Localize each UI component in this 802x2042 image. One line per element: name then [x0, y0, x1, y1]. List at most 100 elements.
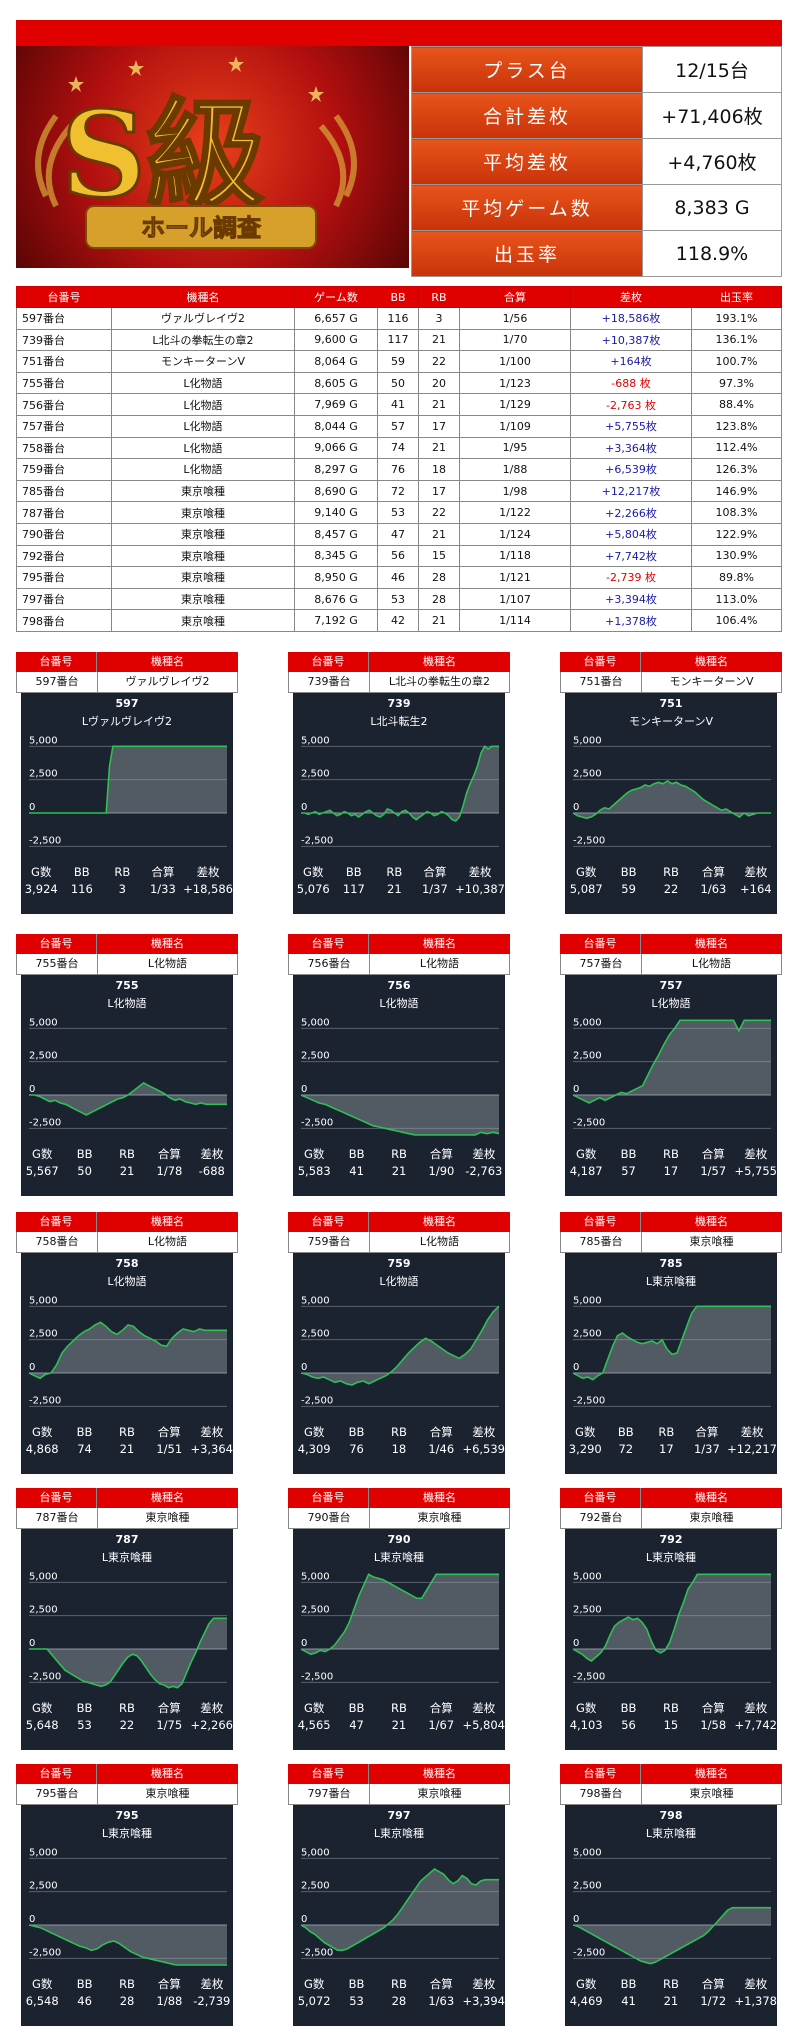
machine-chart-card: 台番号 機種名 755番台 L化物語 755 L化物語 5,000 2,500 0 -2,500 G… [16, 934, 238, 1196]
chart-ytick-label: 5,000 [29, 1017, 58, 1028]
table-row: 739番台 L北斗の拳転生の章2 9,600 G 117 21 1/70 +10,387枚 1… [16, 328, 782, 352]
stat-value: 5,567 [25, 1164, 59, 1178]
stat-label: G数 [575, 1977, 597, 1991]
stat-column: G数 3,290 [565, 1424, 606, 1458]
stat-column: BB 50 [63, 1146, 105, 1180]
stat-value: 1/72 [700, 1994, 727, 2008]
stat-value: 5,583 [297, 1164, 331, 1178]
chart-panel: 792 L東京喰種 5,000 2,500 0 -2,500 G数 4,103 BB 56 RB 15… [565, 1529, 777, 1750]
cell-bb: 76 [377, 458, 419, 481]
cell-payout: 126.3% [691, 458, 782, 481]
card-header-machine: 機種名 [423, 1491, 456, 1504]
cell-games: 8,064 G [294, 350, 378, 373]
cell-combined: 1/123 [459, 371, 571, 395]
cell-bb: 53 [377, 587, 419, 611]
chart-number-title: 785 [659, 1257, 683, 1270]
cell-diff: +18,586枚 [570, 307, 692, 330]
cell-rb: 21 [418, 393, 460, 416]
col-header-games: ゲーム数 [294, 286, 378, 308]
stat-label: G数 [31, 865, 52, 879]
chart-ytick-label: 5,000 [29, 1847, 58, 1858]
chart-area-fill [301, 1095, 499, 1135]
cell-games: 8,297 G [294, 458, 378, 481]
chart-ytick-label: 5,000 [573, 1295, 602, 1306]
stat-label: 合算 [157, 1701, 181, 1715]
table-row: 792番台 東京喰種 8,345 G 56 15 1/118 +7,742枚 130.9% [16, 544, 782, 568]
stat-value: 3 [118, 882, 126, 896]
chart-stats: G数 5,648 BB 53 RB 22 合算 1/75 差枚 +2,266 [21, 1700, 233, 1734]
stat-label: BB [620, 1701, 637, 1715]
cell-payout: 146.9% [691, 479, 782, 503]
card-machine-name: L化物語 [419, 957, 460, 970]
card-header-number: 台番号 [16, 652, 97, 672]
stat-column: 差枚 +10,387 [455, 864, 505, 898]
stat-label: BB [348, 1147, 365, 1161]
cell-number: 757番台 [16, 414, 112, 438]
stat-column: G数 4,187 [565, 1146, 607, 1180]
stat-label: 合算 [429, 1147, 453, 1161]
stat-column: 合算 1/67 [420, 1700, 462, 1734]
cell-number: 739番台 [16, 328, 112, 352]
chart-series-line [300, 1094, 500, 1136]
table-row: 751番台 モンキーターンV 8,064 G 59 22 1/100 +164枚 100.7% [16, 350, 782, 373]
stat-label: 差枚 [200, 1425, 224, 1439]
chart-ytick-label: 2,500 [301, 1051, 330, 1062]
stat-label: 差枚 [472, 1425, 496, 1439]
chart-area-fill [301, 1306, 499, 1385]
stat-column: 合算 1/88 [148, 1976, 190, 2010]
stat-label: 差枚 [744, 1147, 768, 1161]
chart-ytick-label: -2,500 [573, 1395, 605, 1406]
stat-value: 21 [119, 1164, 135, 1178]
card-info-row: 758番台 L化物語 [16, 1232, 238, 1253]
chart-ytick-label: -2,500 [29, 1395, 61, 1406]
stat-label: 差枚 [200, 1147, 224, 1161]
card-machine-number: 755番台 [17, 954, 98, 974]
cell-games: 8,457 G [294, 522, 378, 546]
stat-value: +7,742 [734, 1718, 777, 1732]
stat-value: 1/33 [149, 882, 176, 896]
stat-column: BB 41 [335, 1146, 377, 1180]
stat-value: 46 [77, 1994, 92, 2008]
stat-label: RB [114, 865, 131, 879]
stat-value: +164 [740, 882, 772, 896]
chart-number-title: 795 [115, 1809, 139, 1822]
stat-label: 差枚 [196, 865, 220, 879]
chart-ytick-label: 0 [301, 1362, 307, 1373]
col-header-diff: 差枚 [570, 286, 692, 308]
stat-column: BB 46 [63, 1976, 105, 2010]
chart-stats: G数 5,583 BB 41 RB 21 合算 1/90 差枚 -2,763 [293, 1146, 505, 1180]
stat-value: 21 [391, 1164, 407, 1178]
cell-games: 9,600 G [294, 328, 378, 352]
stat-value: 17 [659, 1442, 674, 1456]
banner-big-text: S級 [61, 85, 264, 224]
cell-games: 8,950 G [294, 566, 378, 589]
chart-title: L東京喰種 [645, 1551, 697, 1564]
stat-label: G数 [303, 1147, 325, 1161]
cell-payout: 136.1% [691, 328, 782, 352]
stat-label: BB [620, 865, 637, 879]
table-row: 795番台 東京喰種 8,950 G 46 28 1/121 -2,739 枚 89.8% [16, 566, 782, 589]
cell-combined: 1/118 [459, 544, 571, 568]
stat-value: 28 [391, 1994, 407, 2008]
card-header-number: 台番号 [288, 1488, 369, 1508]
card-header-number: 台番号 [288, 1212, 369, 1232]
chart-ytick-label: 0 [301, 1638, 307, 1649]
chart-stats: G数 3,290 BB 72 RB 17 合算 1/37 差枚 +12,217 [565, 1424, 777, 1458]
stat-column: BB 116 [62, 864, 103, 898]
stat-value: 1/88 [156, 1994, 183, 2008]
card-info-row: 751番台 モンキーターンV [560, 672, 782, 693]
stat-value: 28 [119, 1994, 135, 2008]
cell-number: 795番台 [16, 566, 112, 589]
chart-number-title: 755 [115, 979, 139, 992]
card-machine-number: 795番台 [17, 1784, 98, 1804]
chart-ytick-label: -2,500 [29, 1117, 61, 1128]
cell-games: 8,345 G [294, 544, 378, 568]
stat-label: 差枚 [744, 1701, 768, 1715]
cell-machine: 東京喰種 [111, 522, 295, 546]
card-header-machine: 機種名 [423, 655, 456, 668]
cell-payout: 108.3% [691, 501, 782, 524]
machine-chart-card: 台番号 機種名 787番台 東京喰種 787 L東京喰種 5,000 2,500 0 -2,500… [16, 1488, 238, 1750]
cell-rb: 17 [418, 479, 460, 503]
stat-value: +5,755 [734, 1164, 777, 1178]
chart-number-title: 758 [115, 1257, 139, 1270]
